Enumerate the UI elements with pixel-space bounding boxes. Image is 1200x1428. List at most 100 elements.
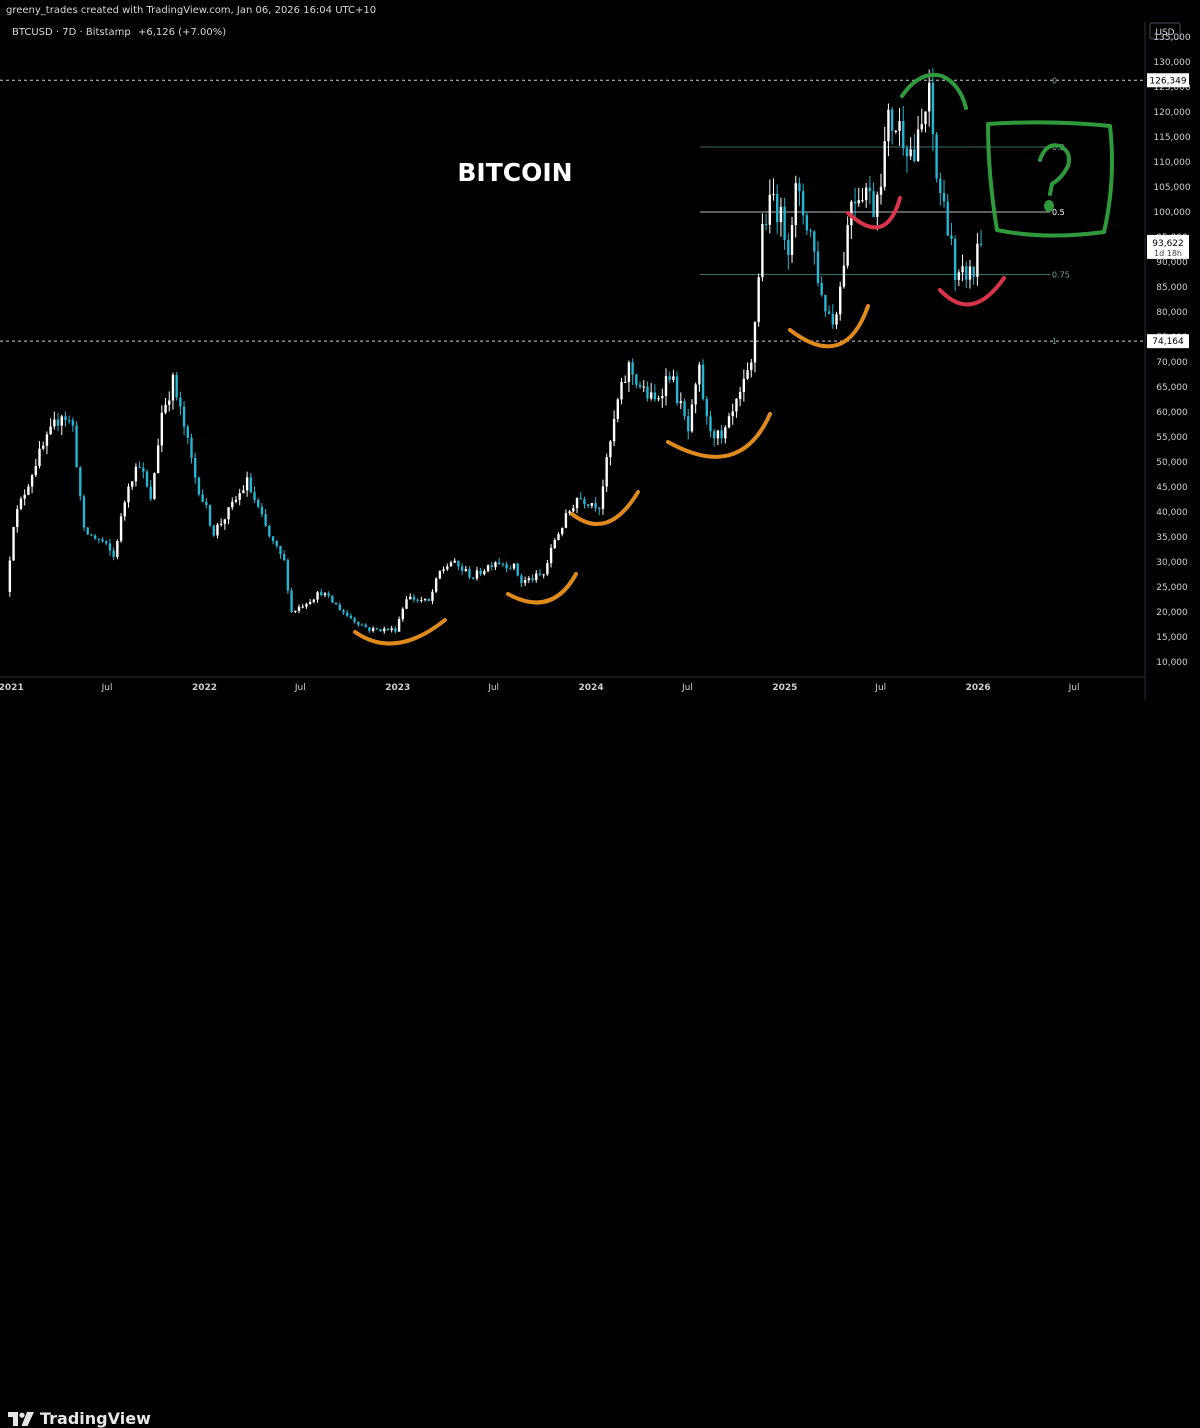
price-tick-label: 25,000 — [1156, 583, 1188, 593]
candle-body — [902, 121, 905, 149]
tradingview-logo[interactable]: TradingView — [8, 1409, 151, 1428]
candle-body — [768, 194, 771, 225]
candle-body — [716, 430, 720, 439]
candle-body — [712, 431, 716, 439]
candle-body — [353, 618, 356, 622]
candle-body — [53, 419, 56, 427]
candle-body — [750, 362, 753, 371]
candle-body — [776, 193, 779, 223]
symbol-legend[interactable]: BTCUSD · 7D · Bitstamp — [12, 27, 131, 38]
candle-body — [824, 294, 827, 312]
candle-body — [360, 624, 364, 626]
candle-body — [957, 272, 961, 280]
price-tick-label: 55,000 — [1156, 433, 1188, 443]
candle-body — [894, 130, 898, 132]
candle-body — [720, 430, 723, 439]
candle-body — [379, 629, 382, 632]
candle-body — [950, 235, 953, 239]
candle-body — [242, 490, 245, 494]
candle-body — [394, 628, 397, 632]
candle-body — [827, 311, 831, 314]
time-tick-label: Jul — [874, 683, 886, 693]
plot-area[interactable] — [0, 22, 1145, 677]
candle-body — [449, 562, 453, 567]
candle-body — [275, 541, 278, 546]
candle-body — [953, 238, 957, 280]
candle-body — [127, 486, 130, 503]
candle-body — [698, 364, 701, 385]
candle-body — [509, 568, 512, 570]
publish-credit: greeny_trades created with TradingView.c… — [6, 5, 377, 16]
green-top-arc — [900, 73, 968, 110]
candle-body — [675, 376, 679, 404]
candle-body — [965, 266, 968, 280]
candle-body — [657, 398, 660, 400]
candle-body — [564, 513, 568, 528]
candle-body — [464, 569, 468, 571]
candle-body — [253, 492, 256, 500]
candle-body — [327, 593, 330, 596]
time-tick-label: Jul — [101, 683, 113, 693]
candle-body — [123, 502, 126, 517]
candle-body — [371, 628, 375, 631]
candle-body — [472, 577, 475, 579]
candle-body — [257, 499, 260, 507]
candle-body — [579, 497, 582, 500]
candle-body — [590, 503, 594, 506]
candle-body — [334, 602, 338, 605]
candle-body — [916, 129, 920, 162]
candle-body — [468, 569, 471, 578]
candle-body — [649, 392, 653, 399]
candle-body — [416, 599, 419, 601]
price-tick-label: 45,000 — [1156, 483, 1188, 493]
candle-body — [75, 425, 78, 468]
candle-body — [757, 277, 760, 323]
orange-base-arc — [353, 618, 447, 646]
candle-body — [820, 282, 823, 295]
time-tick-label: 2023 — [385, 683, 410, 693]
candle-body — [523, 580, 527, 584]
candle-body — [457, 560, 460, 567]
price-tick-label: 35,000 — [1156, 533, 1188, 543]
candle-body — [145, 471, 149, 487]
candle-body — [790, 225, 794, 256]
candle-body — [97, 538, 101, 540]
time-axis[interactable]: 2021 Jul 2022 Jul 2023 Jul 2024 Jul 2025 Jul 2026 J… — [0, 683, 1079, 693]
candle-body — [779, 206, 783, 223]
price-tick-label: 85,000 — [1156, 283, 1188, 293]
candle-body — [16, 509, 19, 527]
candle-body — [349, 615, 353, 619]
candle-body — [887, 109, 890, 142]
candle-body — [82, 496, 86, 528]
candle-body — [542, 574, 545, 576]
fib-level-label: 0 — [1052, 76, 1057, 85]
candle-body — [683, 401, 686, 417]
candle-body — [761, 223, 764, 278]
candle-body — [397, 619, 401, 632]
level-price-tag-label: 74,164 — [1152, 337, 1184, 347]
time-tick-label: 2026 — [966, 683, 991, 693]
candle-body — [19, 498, 23, 510]
candle-body — [694, 384, 697, 405]
candle-body — [687, 416, 690, 432]
candle-body — [79, 467, 82, 497]
tradingview-logo-icon — [8, 1411, 34, 1426]
candle-body — [605, 457, 608, 487]
price-axis[interactable]: 10,000 15,000 20,000 25,000 30,000 35,000 40,0… — [1153, 33, 1190, 668]
candle-body — [446, 566, 449, 570]
candle-body — [787, 240, 790, 256]
candle-body — [423, 598, 427, 600]
price-chart[interactable]: BTCUSD · 7D · Bitstamp +6,126 (+7.00%) U… — [0, 0, 1200, 700]
candle-body — [420, 599, 423, 601]
candle-body — [249, 477, 253, 493]
price-tick-label: 135,000 — [1153, 33, 1190, 43]
top-bar: greeny_trades created with TradingView.c… — [0, 0, 1200, 22]
candle-body — [375, 628, 379, 630]
currency-button[interactable] — [1149, 22, 1181, 40]
candle-body — [527, 578, 531, 581]
candle-body — [968, 266, 972, 280]
candle-body — [305, 604, 308, 607]
candle-body — [282, 554, 286, 561]
price-tick-label: 125,000 — [1153, 83, 1190, 93]
candle-body — [231, 501, 234, 508]
